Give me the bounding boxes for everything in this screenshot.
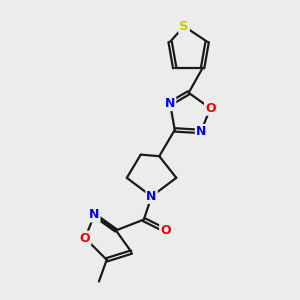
Text: N: N [165,97,175,110]
Text: S: S [179,20,189,33]
Text: O: O [80,232,90,244]
Text: N: N [196,125,206,138]
Text: O: O [160,224,171,237]
Text: O: O [205,102,216,115]
Text: N: N [89,208,100,221]
Text: N: N [146,190,157,203]
